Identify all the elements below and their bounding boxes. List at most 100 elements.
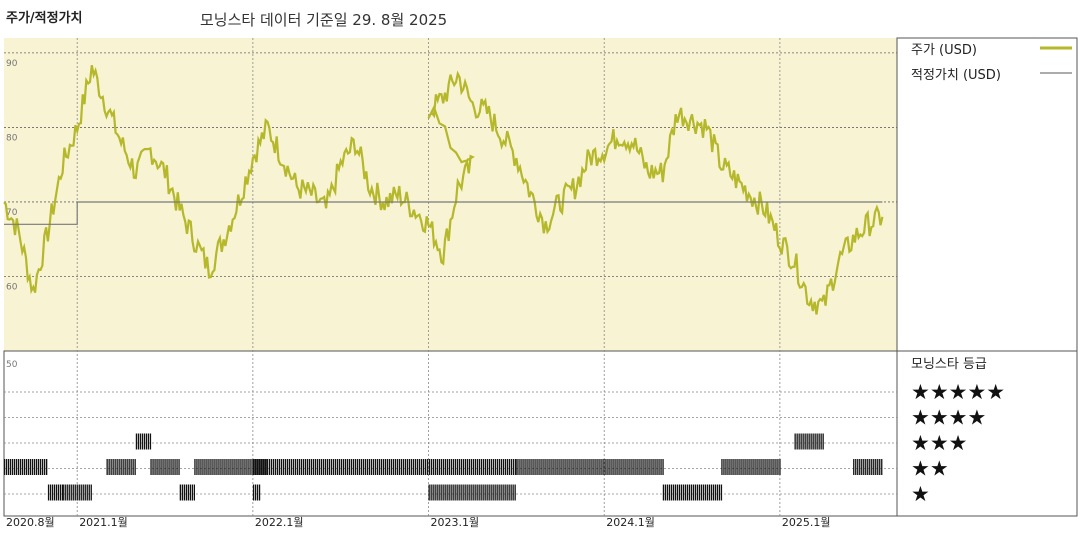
rating-tick <box>536 459 538 475</box>
rating-tick <box>32 459 34 475</box>
rating-tick <box>128 459 130 475</box>
rating-tick <box>468 484 470 501</box>
rating-tick <box>504 484 506 501</box>
rating-tick <box>446 484 448 501</box>
rating-tick <box>372 459 375 475</box>
rating-tick <box>49 484 52 501</box>
rating-tick <box>220 459 222 475</box>
rating-tick <box>390 459 393 475</box>
rating-tick <box>362 459 365 475</box>
rating-legend-stars: ★★ <box>911 457 949 481</box>
price-plot-background <box>4 38 897 351</box>
rating-tick <box>504 459 507 475</box>
rating-tick <box>678 484 681 501</box>
rating-tick <box>346 459 349 475</box>
rating-tick <box>124 459 126 475</box>
rating-tick <box>881 459 883 475</box>
rating-tick <box>564 459 566 475</box>
rating-tick <box>139 433 142 450</box>
rating-tick <box>260 459 263 475</box>
rating-tick <box>810 433 812 450</box>
rating-tick <box>36 459 38 475</box>
rating-tick <box>747 459 749 475</box>
rating-tick <box>690 484 693 501</box>
rating-tick <box>202 459 204 475</box>
rating-tick <box>616 459 618 475</box>
rating-tick <box>600 459 602 475</box>
x-tick-label: 2023.1월 <box>431 516 480 529</box>
rating-tick <box>448 484 450 501</box>
rating-tick <box>446 459 449 475</box>
rating-tick <box>524 459 526 475</box>
y-tick-label: 60 <box>6 282 18 292</box>
rating-tick <box>316 459 319 475</box>
rating-tick <box>816 433 818 450</box>
rating-tick <box>520 459 522 475</box>
rating-tick <box>380 459 383 475</box>
rating-tick <box>636 459 638 475</box>
rating-tick <box>723 459 725 475</box>
rating-tick <box>502 459 505 475</box>
rating-tick <box>644 459 646 475</box>
rating-tick <box>430 484 432 501</box>
rating-tick <box>476 459 479 475</box>
rating-tick <box>859 459 861 475</box>
rating-tick <box>179 484 181 501</box>
rating-tick <box>634 459 636 475</box>
rating-tick <box>638 459 640 475</box>
rating-tick <box>486 459 489 475</box>
rating-tick <box>542 459 544 475</box>
rating-tick <box>210 459 212 475</box>
rating-tick <box>250 459 252 475</box>
rating-tick <box>482 459 485 475</box>
rating-tick <box>143 433 146 450</box>
rating-segment <box>853 459 883 475</box>
rating-tick <box>236 459 238 475</box>
rating-tick <box>336 459 339 475</box>
rating-tick <box>156 459 158 475</box>
rating-tick <box>126 459 128 475</box>
rating-tick <box>118 459 120 475</box>
rating-tick <box>812 433 814 450</box>
rating-tick <box>187 484 189 501</box>
rating-tick <box>460 484 462 501</box>
rating-tick <box>470 459 473 475</box>
rating-tick <box>739 459 741 475</box>
rating-tick <box>22 459 24 475</box>
rating-tick <box>30 459 32 475</box>
rating-tick <box>38 459 40 475</box>
rating-tick <box>198 459 200 475</box>
rating-tick <box>388 459 391 475</box>
rating-tick <box>550 459 552 475</box>
rating-tick <box>66 484 68 501</box>
rating-tick <box>590 459 592 475</box>
rating-tick <box>308 459 311 475</box>
rating-tick <box>44 459 46 475</box>
rating-tick <box>408 459 411 475</box>
rating-tick <box>606 459 608 475</box>
rating-tick <box>554 459 556 475</box>
chart-subtitle: 모닝스타 데이터 기준일 29. 8월 2025 <box>200 11 448 29</box>
rating-tick <box>246 459 248 475</box>
rating-tick <box>294 459 297 475</box>
rating-tick <box>240 459 242 475</box>
rating-tick <box>698 484 701 501</box>
rating-tick <box>334 459 337 475</box>
rating-tick <box>80 484 82 501</box>
rating-tick <box>248 459 250 475</box>
rating-tick <box>262 459 265 475</box>
rating-tick <box>865 459 867 475</box>
rating-tick <box>298 459 301 475</box>
rating-tick <box>729 459 731 475</box>
rating-tick <box>282 459 285 475</box>
rating-tick <box>444 459 447 475</box>
x-tick-label: 2024.1월 <box>606 516 655 529</box>
rating-tick <box>454 484 456 501</box>
rating-tick <box>460 459 463 475</box>
rating-tick <box>594 459 596 475</box>
rating-tick <box>150 459 152 475</box>
rating-tick <box>798 433 800 450</box>
rating-tick <box>200 459 202 475</box>
rating-tick <box>414 459 417 475</box>
